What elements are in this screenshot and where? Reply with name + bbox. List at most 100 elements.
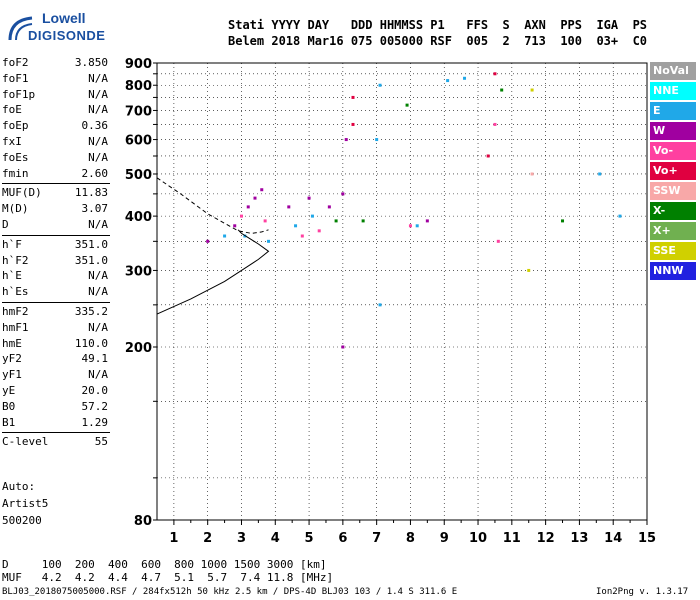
param-label: foEp (2, 119, 29, 133)
param-label: fmin (2, 166, 29, 180)
param-separator (2, 432, 110, 434)
echo-point (300, 234, 304, 238)
param-label: foF2 (2, 56, 29, 69)
echo-point (446, 79, 450, 83)
param-row: B1 1.29 (2, 416, 108, 430)
y-tick-label: 800 (125, 79, 152, 94)
param-label: h`F2 (2, 253, 29, 267)
param-value: 2.60 (81, 166, 109, 180)
echo-point (493, 72, 497, 76)
param-value: N/A (88, 285, 108, 299)
param-separator (2, 183, 110, 185)
param-row: h`E N/A (2, 269, 108, 283)
x-tick-label: 2 (203, 531, 212, 546)
y-tick-label: 80 (134, 514, 152, 529)
param-label: foF1p (2, 87, 36, 101)
param-value: N/A (88, 320, 108, 334)
param-value: 20.0 (81, 384, 109, 397)
echo-point (463, 76, 467, 80)
echo-point (486, 154, 490, 158)
y-tick-label: 200 (125, 341, 152, 356)
echo-point (327, 205, 331, 209)
echo-point (239, 214, 243, 218)
param-row: fxI N/A (2, 135, 108, 149)
echo-point (618, 214, 622, 218)
logo-arc-icon (8, 16, 33, 41)
echo-point (415, 224, 419, 228)
echo-point (307, 196, 311, 200)
echo-point (287, 205, 291, 209)
echo-point (334, 219, 338, 223)
echo-point (294, 224, 298, 228)
y-tick-label: 600 (125, 134, 152, 149)
param-value: N/A (88, 150, 108, 164)
param-label: foEs (2, 150, 29, 164)
x-tick-label: 9 (440, 531, 449, 546)
x-tick-label: 7 (372, 531, 381, 546)
param-label: B0 (2, 399, 16, 413)
param-row: h`F 351.0 (2, 238, 108, 252)
echo-point (361, 219, 365, 223)
echo-point (561, 219, 565, 223)
x-tick-label: 5 (305, 531, 314, 546)
param-value: N/A (88, 269, 108, 283)
echo-point (378, 303, 382, 307)
plot-frame (156, 62, 648, 521)
param-label: foE (2, 103, 22, 117)
echo-point (496, 239, 500, 243)
x-tick-label: 12 (537, 531, 555, 546)
param-label: h`Es (2, 285, 29, 299)
param-separator (2, 302, 110, 303)
param-value: 3.850 (74, 56, 108, 69)
x-tick-label: 11 (503, 531, 521, 546)
legend-entry-x: X+ (650, 222, 696, 240)
legend-entry-nne: NNE (650, 82, 696, 100)
param-label: C-level (2, 435, 49, 449)
echo-point (493, 122, 497, 126)
x-tick-label: 14 (604, 531, 622, 546)
echo-point (317, 229, 321, 233)
x-tick-label: 6 (338, 531, 347, 546)
footer-version: Ion2Png v. 1.3.17 (596, 587, 689, 597)
x-tick-label: 8 (406, 531, 415, 546)
param-row: D N/A (2, 218, 108, 232)
x-tick-label: 3 (237, 531, 246, 546)
param-label: yF1 (2, 368, 22, 382)
param-row: foE N/A (2, 103, 108, 117)
echo-point (375, 138, 379, 142)
echo-point (263, 219, 267, 223)
param-value: N/A (88, 135, 108, 148)
param-label: B1 (2, 415, 16, 429)
param-row: yE 20.0 (2, 384, 108, 398)
param-row: hmE 110.0 (2, 337, 108, 351)
y-tick-label: 900 (125, 57, 152, 72)
x-tick-label: 10 (469, 531, 487, 546)
param-row: yF2 49.1 (2, 352, 108, 366)
param-value: N/A (88, 71, 108, 85)
echo-point (341, 345, 345, 349)
param-value: N/A (88, 368, 108, 382)
legend-entry-sse: SSE (650, 242, 696, 260)
param-value: 0.36 (81, 119, 109, 133)
param-row: h`Es N/A (2, 285, 108, 299)
param-label: M(D) (2, 202, 29, 216)
header-values: Belem 2018 Mar16 075 005000 RSF 005 2 71… (228, 34, 648, 48)
ionogram-plot: 1 2 3 4 5 6 7 8 9 10 11 12 13 14 158020030040050060070… (125, 57, 656, 546)
param-value: 55 (94, 435, 108, 449)
legend-entry-vo: Vo+ (650, 162, 696, 180)
param-label: yF2 (2, 352, 22, 366)
y-tick-label: 400 (125, 210, 152, 225)
echo-point (530, 88, 534, 92)
param-value: 49.1 (81, 352, 109, 366)
header-labels: Stati YYYY DAY DDD HHMMSS P1 FFS S AXN P… (228, 18, 648, 32)
logo-text-lowell: Lowell (42, 10, 86, 26)
param-value: N/A (88, 218, 108, 231)
legend-entry-ssw: SSW (650, 182, 696, 200)
param-label: h`E (2, 269, 22, 283)
param-value: 11.83 (74, 186, 108, 200)
param-value: 57.2 (81, 399, 109, 413)
param-row: fmin 2.60 (2, 167, 108, 181)
legend-entry-x: X- (650, 202, 696, 220)
echo-point (351, 95, 355, 99)
param-label: hmE (2, 336, 22, 350)
